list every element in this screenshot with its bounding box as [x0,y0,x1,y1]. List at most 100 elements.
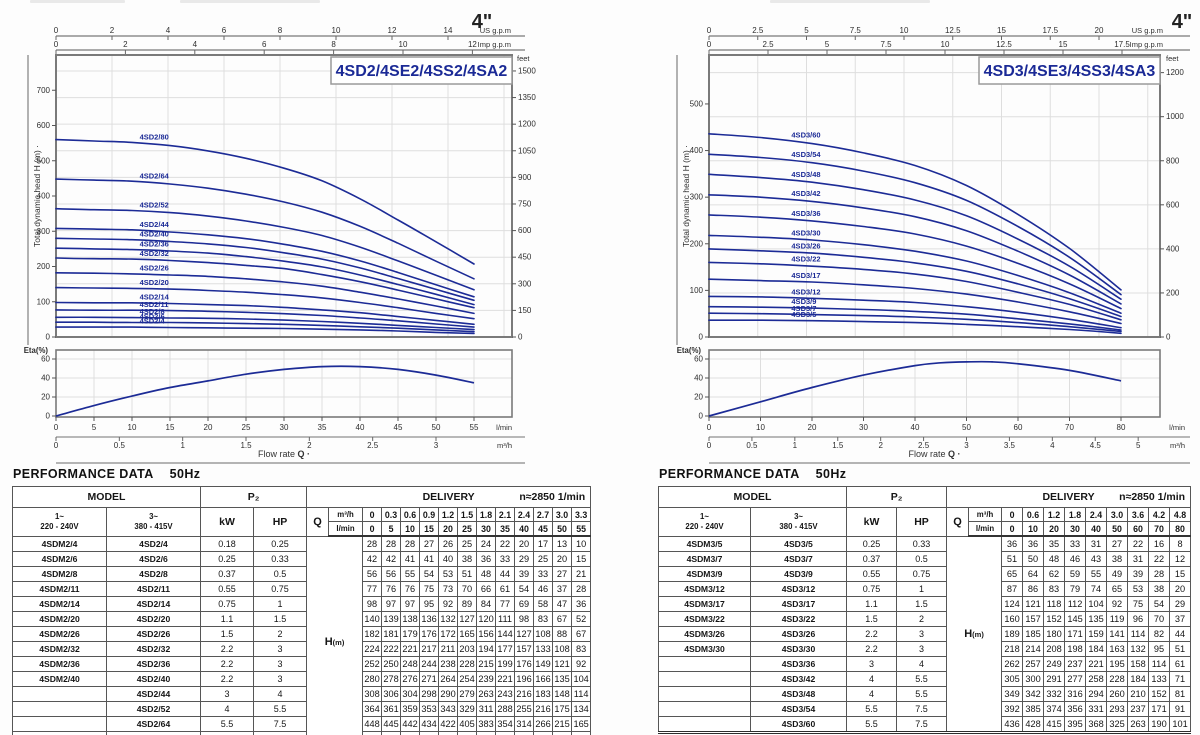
hp-header: HP [253,507,308,537]
m3h-tick: 4 [1050,441,1055,450]
imp-gpm-tick: 0 [707,40,712,49]
model-1ph-cell: 4SDM2/6 [12,551,107,567]
hp-cell: 0.75 [253,581,308,597]
h-value-cell: 434 [419,716,440,732]
imp-gpm-tick: 0 [54,40,59,49]
h-value-cell: 428 [1022,716,1045,733]
h-value-cell: 15 [1169,566,1192,582]
h-value-cell: 38 [457,551,478,567]
performance-table: MODEL P₂ DELIVERY n≈2850 1/min 1~ 220 - 240V 3… [11,486,592,735]
imp-gpm-tick: 2 [123,40,128,49]
h-value-cell: 415 [1043,716,1066,733]
us-gpm-unit: US g.p.m [480,26,511,35]
h-value-cell: 305 [1001,671,1024,687]
model-3ph-cell: 4SD2/11 [105,581,202,597]
q-m3h-value: 0.6 [400,507,421,522]
table-row: 4SDM3/26 4SD3/26 2.2 3 189 185 180 171 159 141 114… [658,626,1192,642]
h-value-cell: 254 [457,671,478,687]
q-lmin-value: 15 [419,521,440,537]
h-value-cell: 70 [1148,611,1171,627]
chart-title: 4SD2/4SE2/4SS2/4SA2 [336,63,508,80]
h-value-cell: 560 [362,731,383,735]
model-header: MODEL [11,486,202,508]
table-row: 4SDM3/5 4SD3/5 0.25 0.33 H(m) 36 36 35 33 31 27 22 1… [658,535,1192,733]
model-1ph-cell [658,686,751,702]
h-value-cell: 332 [533,731,554,735]
eta-border [708,349,1161,418]
feet-tick: 150 [518,306,532,315]
h-value-cell: 228 [457,656,478,672]
h-value-cell: 266 [533,716,554,732]
h-value-cell: 479 [476,731,497,735]
h-value-cell: 199 [495,656,516,672]
model-3ph-cell: 4SD2/64 [105,716,202,732]
phase3-header: 3~ 380 - 415V [105,507,202,537]
q-m3h-value: 4.8 [1169,507,1192,522]
h-value-cell: 217 [419,641,440,657]
table-row: 4SD3/48 4 5.5 349 342 332 316 294 260 210 152 81 [658,686,1192,702]
h-value-cell: 51 [1001,551,1024,567]
pump-curve [708,312,1122,333]
h-value-cell: 132 [438,611,459,627]
model-3ph-cell: 4SD2/6 [105,551,202,567]
h-value-cell: 290 [438,686,459,702]
h-value-cell: 436 [1001,716,1024,733]
pump-curves: 4SD3/60 4SD3/54 4SD3/48 4SD3/42 4SD3/36 4SD3/… [708,131,1122,335]
h-value-cell: 144 [495,626,516,642]
h-value-cell: 71 [1169,671,1192,687]
h-value-cell: 58 [533,596,554,612]
m3h-tick: 1.5 [832,441,844,450]
table-row: 4SDM2/11 4SD2/11 0.55 0.75 77 76 76 75 73 70 66 61 5… [12,581,592,597]
h-value-cell: 216 [533,701,554,717]
h-value-cell: 46 [533,581,554,597]
lmin-unit-header: l/min [328,521,364,537]
curve-label: 4SD2/14 [140,292,170,301]
model-1ph-cell: 4SDM2/14 [12,596,107,612]
h-value-cell: 59 [1064,566,1087,582]
pump-curve [55,207,475,291]
pump-curve [55,321,475,333]
h-value-cell: 448 [362,716,383,732]
h-value-cell: 114 [1127,626,1150,642]
h-value-cell: 306 [381,686,402,702]
table-row: 4SDM3/7 4SD3/7 0.37 0.5 51 50 48 46 43 38 31 22 12 [658,551,1192,567]
h-value-cell: 359 [400,701,421,717]
h-value-cell: 349 [1001,686,1024,702]
eta-tick: 0 [699,412,704,421]
h-value-cell: 67 [552,611,573,627]
us-gpm-tick: 8 [278,26,283,35]
chart-title: 4SD3/4SE3/4SS3/4SA3 [984,63,1156,80]
h-value-cell: 184 [1085,641,1108,657]
pump-curve [708,153,1122,296]
h-value-cell: 81 [1169,686,1192,702]
h-value-cell: 165 [457,626,478,642]
lmin-unit: l/min [496,423,512,432]
curve-label: 4SD3/9 [791,297,816,306]
h-value-cell: 84 [476,596,497,612]
lmin-tick: 30 [280,423,289,432]
q-m3h-value: 3.3 [571,507,592,522]
performance-table-left: PERFORMANCE DATA 50Hz MODEL P₂ DELIVERY n≈285… [11,467,592,735]
model-3ph-cell: 4SD2/4 [105,535,202,552]
model-1ph-cell: 4SDM2/11 [12,581,107,597]
feet-tick: 1050 [518,146,536,155]
us-gpm-tick: 10 [900,26,909,35]
imp-gpm-tick: 17.5 [1114,40,1130,49]
h-value-cell: 61 [1169,656,1192,672]
frequency-label: 50Hz [169,467,201,481]
h-value-cell: 27 [552,566,573,582]
us-gpm-tick: 7.5 [850,26,862,35]
h-value-cell: 62 [1043,566,1066,582]
h-value-cell: 263 [1127,716,1150,733]
h-value-cell: 28 [400,535,421,552]
imp-gpm-tick: 2.5 [762,40,774,49]
h-value-cell: 97 [400,596,421,612]
model-1ph-cell [12,731,107,735]
feet-tick: 0 [518,333,523,342]
table-row: 4SD2/807.510 5605565525435285074794433923… [12,731,592,735]
us-gpm-tick: 12 [388,26,397,35]
h-value-cell: 41 [400,551,421,567]
h-value-cell: 108 [533,626,554,642]
h-value-cell: 37 [1169,611,1192,627]
plot-border [708,54,1161,338]
